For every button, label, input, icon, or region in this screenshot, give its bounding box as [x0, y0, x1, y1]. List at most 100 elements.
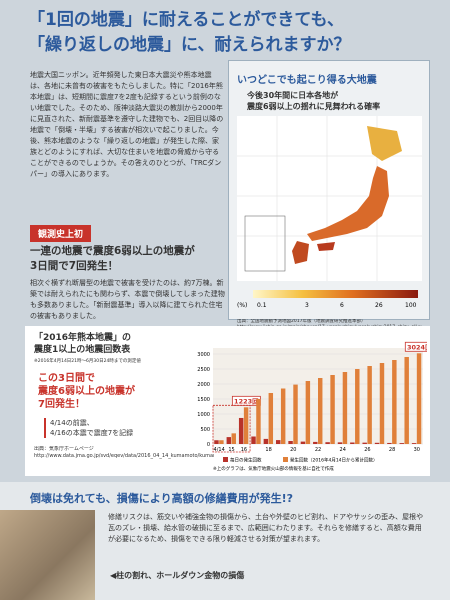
x-tick-label: 26 — [364, 447, 370, 453]
legend-tick: 100 — [405, 302, 417, 309]
bar — [263, 438, 269, 444]
kyushu — [292, 241, 309, 264]
legend-tick: 3 — [305, 302, 309, 309]
bar — [251, 436, 256, 444]
badge: 観測史上初 — [30, 225, 92, 242]
bar — [411, 443, 417, 444]
x-tick-label: 16 — [241, 447, 247, 453]
legend-bar — [253, 290, 418, 298]
bar — [362, 442, 367, 444]
heading-line: 一連の地震で震度6弱以上の地震が — [30, 245, 195, 257]
source: 出典：気象庁ホームページ — [34, 446, 94, 452]
x-tick-label: 24 — [340, 447, 346, 453]
bar — [342, 372, 348, 444]
map — [237, 116, 422, 281]
bar — [318, 378, 323, 444]
value-label: 3024回 — [407, 342, 427, 351]
bottom-heading: 倒壊は免れても、損傷により高額の修繕費用が発生!? — [30, 492, 293, 505]
callout-line: 震度6弱以上の地震が — [38, 386, 135, 397]
bar — [379, 363, 385, 444]
bar — [226, 437, 232, 444]
y-tick-label: 0 — [207, 442, 210, 448]
bar — [404, 357, 409, 444]
bar — [243, 407, 249, 444]
bar — [337, 442, 343, 444]
callout: この3日間で震度6弱以上の地震が 7回発生！ — [38, 372, 135, 411]
bar — [256, 399, 261, 444]
callout-line: この3日間で — [38, 373, 95, 384]
legend-swatch — [283, 457, 288, 462]
bar — [288, 441, 293, 444]
photo — [0, 510, 95, 600]
legend-tick: 26 — [375, 302, 383, 309]
hokkaido — [367, 126, 402, 161]
bar — [280, 388, 286, 444]
x-tick-label: 4/14 — [214, 447, 225, 453]
value-label: 1223回 — [234, 396, 259, 405]
y-tick-label: 500 — [200, 427, 210, 433]
y-tick-label: 3000 — [197, 352, 210, 358]
value-label-box — [404, 341, 427, 352]
chart-source: 出典：気象庁ホームページ http://www.data.jma.go.jp/sv… — [34, 446, 214, 460]
highlight-box — [212, 404, 251, 453]
legend-unit: (%) — [237, 302, 247, 309]
bar — [330, 375, 335, 444]
x-tick-label: 28 — [389, 447, 395, 453]
inset — [244, 215, 286, 272]
bar — [293, 384, 298, 444]
bar — [399, 443, 404, 444]
map-legend: (%) 0.1 3 6 26 100 — [237, 290, 418, 309]
bar — [276, 440, 281, 444]
note: ※2016年4月14日21時〜6月30日24時までの測定値 — [34, 359, 141, 364]
honshu — [307, 166, 389, 241]
bottom-body: 修繕リスクは、筋交いや補強金物の損傷から、土台や外壁のヒビ割れ、ドアやサッシの歪… — [108, 513, 424, 543]
chart-panel-title: 「2016年熊本地震」の 震度1以上の地震回数表 — [34, 332, 131, 356]
x-tick-label: 15 — [228, 447, 234, 453]
map-subtitle: 今後30年間に日本各地が震度6弱以上の揺れに見舞われる確率 — [247, 90, 429, 112]
bar — [355, 369, 360, 444]
bar — [300, 441, 306, 444]
legend-label: 発生回数（2016年4月14日から累計回数） — [290, 457, 378, 464]
record-line: 4/16の本震で震度7を記録 — [50, 429, 134, 437]
legend-label: 毎日の発生回数 — [230, 457, 262, 464]
bar — [214, 440, 219, 444]
url: http://www.data.jma.go.jp/svd/eqev/data/… — [34, 453, 214, 459]
heading-line: 3日間で7回発生！ — [30, 260, 119, 272]
bar — [374, 442, 380, 444]
y-tick-label: 2000 — [197, 382, 210, 388]
x-tick-label: 18 — [265, 447, 271, 453]
record-line: 4/14の前震、 — [50, 419, 94, 427]
bar — [387, 442, 392, 444]
panel-title-line: 「2016年熊本地震」の — [34, 333, 132, 343]
map-subtitle-line: 今後30年間に日本各地が — [247, 91, 339, 100]
x-tick-label: 20 — [290, 447, 296, 453]
title-line: 「1回の地震」に耐えることができても、 — [28, 10, 344, 30]
bar — [350, 442, 355, 444]
bar — [268, 393, 274, 444]
callout-line: 7回発生！ — [38, 399, 85, 410]
title-line: 「繰り返しの地震」に、耐えられますか？ — [28, 35, 351, 55]
shikoku — [317, 242, 335, 251]
bar — [325, 442, 330, 444]
y-tick-label: 1000 — [197, 412, 210, 418]
chart: 0 500 1000 1500 2000 2500 3000 1223回 3024回 4/1415… — [197, 341, 427, 472]
record: 4/14の前震、 4/16の本震で震度7を記録 — [44, 418, 133, 438]
x-tick-label: 22 — [315, 447, 321, 453]
bar — [392, 360, 397, 444]
panel-title-line: 震度1以上の地震回数表 — [34, 345, 131, 355]
bar — [238, 417, 244, 444]
bar — [305, 381, 311, 444]
caption: ◀柱の割れ、ホールダウン金物の損傷 — [110, 571, 245, 580]
map-subtitle-line: 震度6弱以上の揺れに見舞われる確率 — [247, 102, 381, 111]
bar — [313, 441, 318, 444]
legend-tick: 0.1 — [257, 302, 267, 309]
intro: 地震大国ニッポン。近年頻発した東日本大震災や熊本地震は、各地に未曾有の被害をもた… — [30, 71, 224, 178]
legend-tick: 6 — [340, 302, 344, 309]
map-panel: いつどこでも起こり得る大地震 今後30年間に日本各地が震度6弱以上の揺れに見舞わ… — [228, 60, 430, 330]
y-tick-label: 2500 — [197, 367, 210, 373]
map-title: いつどこでも起こり得る大地震 — [237, 75, 377, 86]
source: 出典：全国地震動予測地図2017年版（地震調査研究推進本部） — [237, 319, 366, 324]
y-tick-label: 1500 — [197, 397, 210, 403]
highlight-body: 相次ぐ横ずれ断層型の地震で被害を受けたのは、約7万棟。新築では耐えられたにも関わ… — [30, 279, 225, 320]
